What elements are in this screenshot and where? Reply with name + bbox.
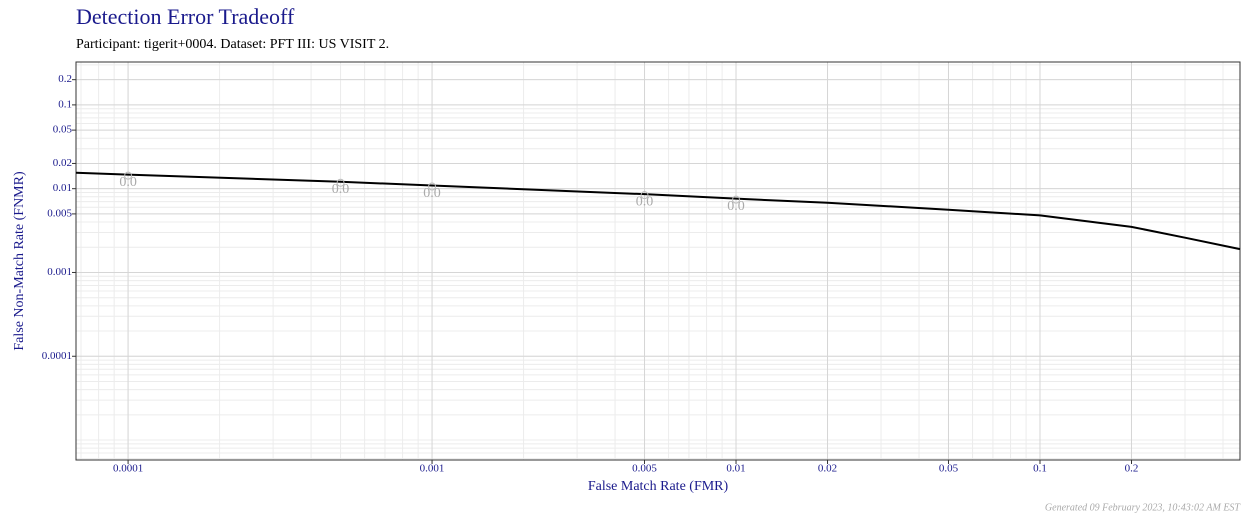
chart-title: Detection Error Tradeoff bbox=[76, 4, 295, 29]
y-tick-label: 0.005 bbox=[47, 207, 72, 219]
x-tick-label: 0.005 bbox=[632, 463, 657, 475]
annotation-marker bbox=[732, 195, 741, 204]
x-axis-label: False Match Rate (FMR) bbox=[588, 479, 729, 494]
annotation-label: 0.0 bbox=[119, 175, 137, 190]
x-tick-label: 0.02 bbox=[818, 463, 837, 475]
annotation-label: 0.0 bbox=[332, 182, 350, 197]
y-axis-label: False Non-Match Rate (FNMR) bbox=[12, 171, 27, 351]
y-tick-label: 0.01 bbox=[53, 182, 72, 194]
annotation-label: 0.0 bbox=[636, 194, 654, 209]
x-tick-label: 0.01 bbox=[726, 463, 745, 475]
y-tick-label: 0.001 bbox=[47, 266, 72, 278]
x-tick-label: 0.001 bbox=[420, 463, 445, 475]
annotation-marker bbox=[124, 171, 133, 180]
y-tick-label: 0.02 bbox=[53, 157, 72, 169]
annotation-marker bbox=[640, 191, 649, 200]
footnote: Generated 09 February 2023, 10:43:02 AM … bbox=[1045, 502, 1242, 513]
y-tick-label: 0.05 bbox=[53, 124, 73, 136]
x-tick-label: 0.1 bbox=[1033, 463, 1047, 475]
y-tick-label: 0.2 bbox=[58, 73, 72, 85]
annotation-label: 0.0 bbox=[423, 186, 441, 201]
x-tick-label: 0.05 bbox=[939, 463, 959, 475]
chart-subtitle: Participant: tigerit+0004. Dataset: PFT … bbox=[76, 37, 389, 52]
annotation-marker bbox=[428, 182, 437, 191]
annotation-marker bbox=[336, 178, 345, 187]
det-curve bbox=[75, 171, 1241, 251]
x-tick-label: 0.2 bbox=[1125, 463, 1139, 475]
y-tick-label: 0.0001 bbox=[42, 350, 72, 362]
x-tick-label: 0.0001 bbox=[113, 463, 143, 475]
y-tick-label: 0.1 bbox=[58, 98, 72, 110]
plot-frame bbox=[75, 61, 1241, 461]
annotation-label: 0.0 bbox=[727, 199, 745, 214]
